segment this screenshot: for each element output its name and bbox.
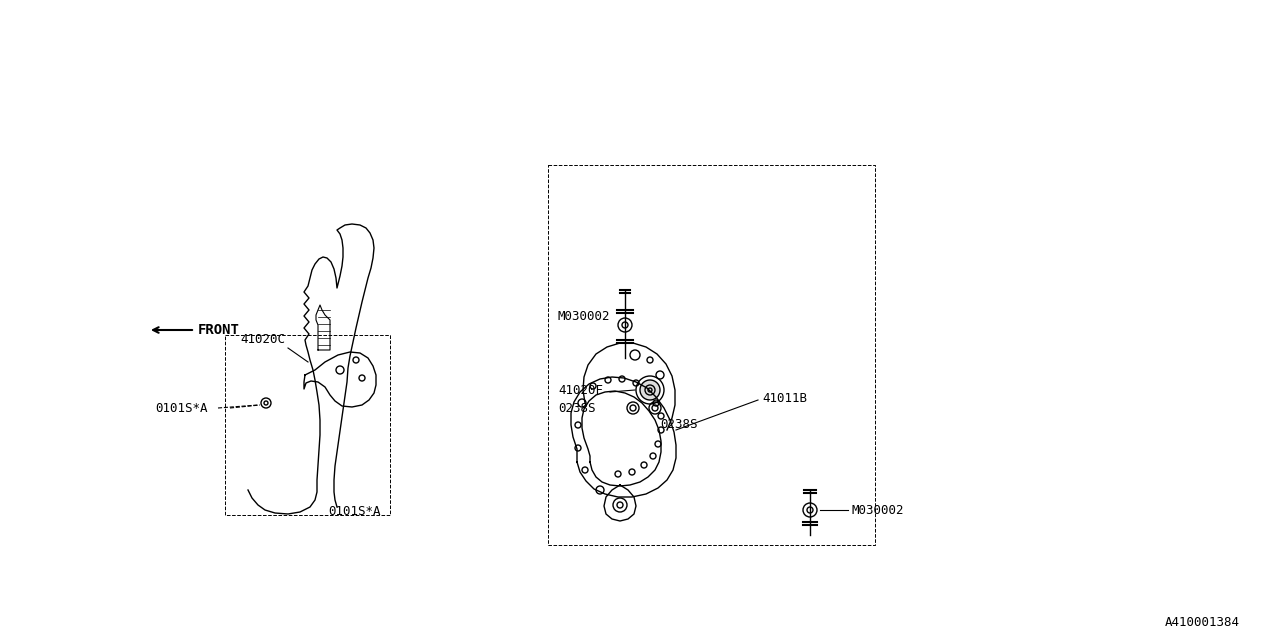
Text: 41020F: 41020F xyxy=(558,383,603,397)
Text: 0101S*A: 0101S*A xyxy=(328,505,380,518)
Text: 0238S: 0238S xyxy=(660,417,698,431)
Text: 0238S: 0238S xyxy=(558,401,595,415)
Text: 41011B: 41011B xyxy=(762,392,806,404)
Text: M030002: M030002 xyxy=(852,504,905,516)
Circle shape xyxy=(640,380,660,400)
Text: 41020C: 41020C xyxy=(241,333,285,346)
Text: A410001384: A410001384 xyxy=(1165,616,1240,628)
Text: 0101S*A: 0101S*A xyxy=(155,401,207,415)
Text: M030002: M030002 xyxy=(558,310,611,323)
Text: FRONT: FRONT xyxy=(198,323,239,337)
